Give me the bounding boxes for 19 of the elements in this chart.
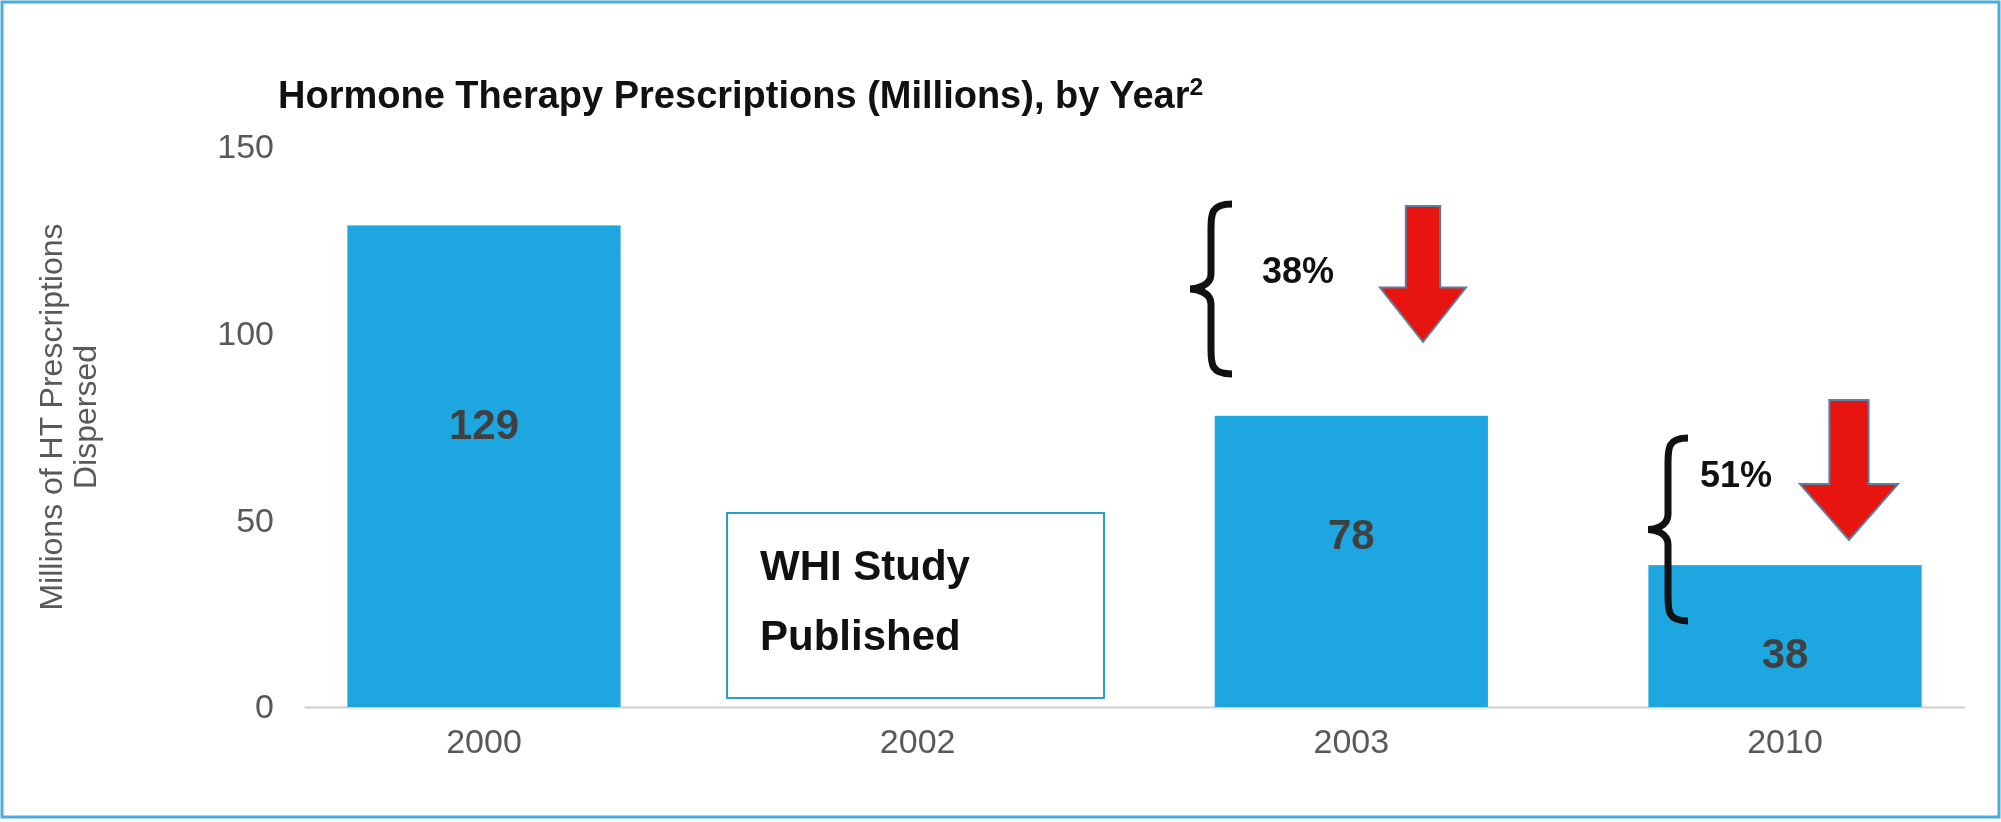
- x-tick-label: 2003: [1313, 722, 1390, 761]
- x-tick-label: 2000: [446, 722, 522, 761]
- annotation: 38%: [1262, 250, 1335, 291]
- chart-title: Hormone Therapy Prescriptions (Millions), by Year$^{2}$: [278, 72, 1204, 116]
- y-tick-label: 150: [217, 127, 274, 166]
- bar: [1648, 565, 1922, 707]
- y-axis-title: Millions of HT Prescriptions Dispersed: [33, 223, 103, 611]
- x-tick-label: 2010: [1747, 722, 1823, 761]
- annotation: WHI Study Published: [760, 542, 971, 659]
- y-tick-label: 0: [255, 687, 274, 726]
- data-label: 78: [1327, 511, 1375, 559]
- bar: [347, 225, 621, 707]
- data-label: 129: [448, 400, 520, 448]
- annotation: 51%: [1700, 454, 1773, 495]
- y-tick-label: 50: [236, 500, 274, 539]
- y-tick-label: 100: [217, 314, 274, 353]
- data-label: 38: [1761, 630, 1809, 678]
- x-tick-label: 2002: [879, 722, 956, 761]
- bar: [1214, 415, 1488, 707]
